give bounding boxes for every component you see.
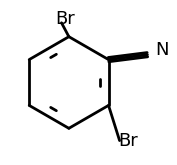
Text: Br: Br (118, 132, 138, 150)
Text: N: N (155, 41, 169, 59)
Text: Br: Br (56, 10, 75, 28)
